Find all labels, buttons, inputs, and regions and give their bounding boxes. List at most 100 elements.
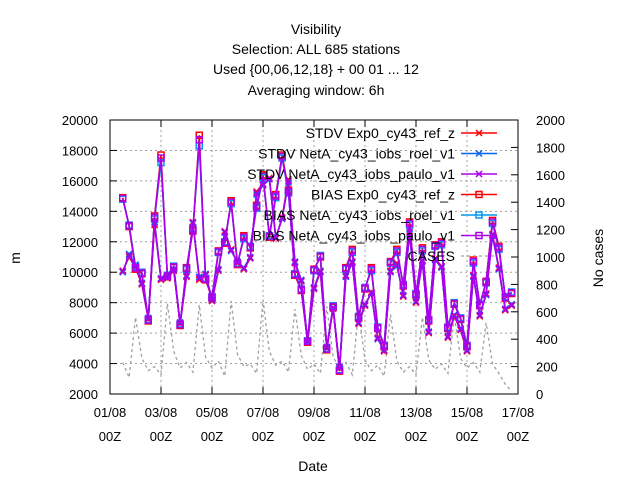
data-point <box>355 319 363 327</box>
y-tick-label: 6000 <box>69 326 98 341</box>
data-point <box>323 345 331 353</box>
data-point <box>195 136 203 144</box>
legend-label: STDV Exp0_cy43_ref_z <box>306 125 455 141</box>
x-tick-label: 11/08 <box>349 405 381 420</box>
data-point <box>501 293 509 302</box>
data-point <box>399 281 407 289</box>
series-line <box>122 139 513 371</box>
data-point <box>469 257 478 266</box>
data-point <box>412 290 420 299</box>
data-point <box>125 222 133 230</box>
data-point <box>476 301 484 309</box>
x-axis-label: Date <box>298 458 328 474</box>
legend-entry: STDV Exp0_cy43_ref_z <box>306 125 497 141</box>
y-tick-label: 8000 <box>69 296 98 311</box>
legend-entry: CASES <box>408 248 497 264</box>
y2-tick-label: 1400 <box>536 195 565 210</box>
data-point <box>508 301 516 309</box>
data-point <box>157 275 165 283</box>
data-point <box>425 316 433 324</box>
data-point <box>272 192 280 200</box>
y2-tick-label: 400 <box>536 332 558 347</box>
x-tick-sublabel: 00Z <box>201 429 223 444</box>
data-point <box>265 232 274 241</box>
data-point <box>240 264 248 272</box>
data-point <box>418 245 427 254</box>
data-point <box>214 247 223 256</box>
data-point <box>361 284 369 292</box>
legend-entry: BIAS NetA_cy43_iobs_roel_v1 <box>264 207 497 223</box>
data-point <box>297 277 305 285</box>
data-point <box>412 298 420 306</box>
data-point <box>329 302 337 311</box>
data-point <box>475 211 483 219</box>
x-tick-label: 01/08 <box>94 405 127 420</box>
x-tick-sublabel: 00Z <box>99 429 121 444</box>
data-point <box>272 234 280 242</box>
y-tick-label: 4000 <box>69 357 98 372</box>
y-tick-label: 2000 <box>69 387 98 402</box>
data-point <box>119 194 127 203</box>
title-line-1: Visibility <box>291 21 341 37</box>
data-point <box>399 292 407 300</box>
x-tick-sublabel: 00Z <box>252 429 274 444</box>
data-point <box>335 366 344 375</box>
legend-label: STDV NetA_cy43_iobs_paulo_v1 <box>247 166 455 182</box>
data-point <box>284 187 293 196</box>
y2-tick-label: 0 <box>536 387 543 402</box>
title-line-3: Used {00,06,12,18} + 00 01 ... 12 <box>213 61 419 77</box>
data-point <box>291 258 299 266</box>
x-tick-sublabel: 00Z <box>303 429 325 444</box>
data-point <box>475 190 483 199</box>
data-point <box>476 312 484 320</box>
legend-label: BIAS NetA_cy43_iobs_paulo_v1 <box>253 228 456 244</box>
data-point <box>482 278 490 286</box>
data-point <box>297 285 305 294</box>
data-point <box>208 293 216 302</box>
data-point <box>252 203 261 211</box>
data-point <box>475 170 483 178</box>
data-point <box>374 334 382 342</box>
x-tick-sublabel: 00Z <box>456 429 478 444</box>
y2-tick-label: 1800 <box>536 140 565 155</box>
x-tick-label: 15/08 <box>451 405 484 420</box>
data-point <box>195 274 203 282</box>
data-point <box>240 233 248 241</box>
data-point <box>501 305 509 314</box>
x-tick-label: 13/08 <box>400 405 433 420</box>
data-point <box>482 290 490 298</box>
data-point <box>393 247 401 255</box>
data-point <box>361 301 369 309</box>
chart-title: Visibility Selection: ALL 685 stations U… <box>213 21 419 98</box>
x-tick-sublabel: 00Z <box>354 429 376 444</box>
y2-tick-label: 800 <box>536 277 558 292</box>
data-point <box>278 152 286 161</box>
y-tick-label: 14000 <box>62 204 98 219</box>
data-point <box>475 149 483 158</box>
legend-entry: STDV NetA_cy43_iobs_roel_v1 <box>258 146 497 162</box>
y-axis-label: m <box>7 252 23 264</box>
data-point <box>131 263 140 272</box>
data-point <box>405 219 414 228</box>
data-point <box>475 231 483 240</box>
x-tick-label: 17/08 <box>502 405 535 420</box>
legend-entry: BIAS Exp0_cy43_ref_z <box>311 187 497 203</box>
legend-label: STDV NetA_cy43_iobs_roel_v1 <box>258 146 455 162</box>
y-tick-label: 20000 <box>62 113 98 128</box>
data-point <box>354 313 363 321</box>
x-tick-sublabel: 00Z <box>507 429 529 444</box>
x-tick-sublabel: 00Z <box>150 429 172 444</box>
x-tick-label: 09/08 <box>298 405 331 420</box>
data-point <box>125 251 133 260</box>
data-point <box>170 263 178 271</box>
data-point <box>189 225 197 234</box>
data-point <box>444 324 452 332</box>
data-point <box>342 264 350 273</box>
data-point <box>157 154 165 162</box>
data-point <box>182 272 191 280</box>
x-tick-sublabel: 00Z <box>405 429 427 444</box>
data-point <box>507 289 516 297</box>
data-point <box>444 333 452 341</box>
data-point <box>150 213 159 222</box>
